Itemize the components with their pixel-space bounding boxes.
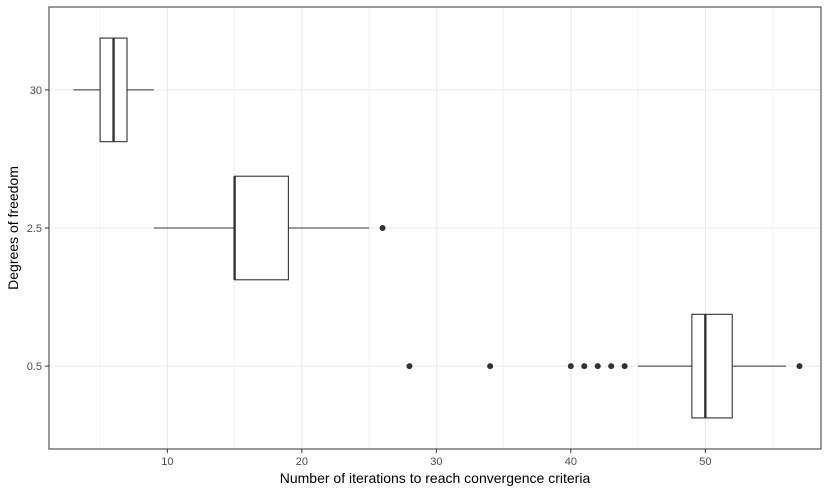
outlier-point — [594, 363, 601, 370]
y-axis-title: Degrees of freedom — [5, 166, 21, 290]
box-0-5 — [406, 313, 803, 419]
x-axis: 10 20 30 40 50 — [161, 449, 711, 468]
x-tick-label: 10 — [161, 456, 173, 468]
x-tick-label: 40 — [565, 456, 577, 468]
y-tick-label: 2.5 — [27, 223, 42, 235]
outlier-point — [379, 225, 386, 231]
outlier-point — [581, 363, 588, 370]
outlier-point — [621, 363, 628, 370]
iqr-box — [234, 175, 289, 281]
x-tick-label: 50 — [699, 456, 711, 468]
y-tick-label: 30 — [30, 85, 42, 97]
box-30 — [73, 37, 154, 143]
outlier-point — [567, 363, 574, 370]
box-2-5 — [153, 175, 386, 281]
x-tick-label: 30 — [430, 456, 442, 468]
x-tick-label: 20 — [296, 456, 308, 468]
outlier-point — [487, 363, 494, 370]
outlier-point — [406, 363, 413, 370]
y-tick-label: 0.5 — [27, 361, 42, 373]
outlier-point — [608, 363, 615, 370]
boxes-layer — [73, 37, 803, 419]
iqr-box — [691, 313, 733, 419]
outlier-point — [796, 363, 803, 370]
y-axis: 0.5 2.5 30 — [27, 85, 49, 373]
x-axis-title: Number of iterations to reach convergenc… — [280, 470, 591, 486]
